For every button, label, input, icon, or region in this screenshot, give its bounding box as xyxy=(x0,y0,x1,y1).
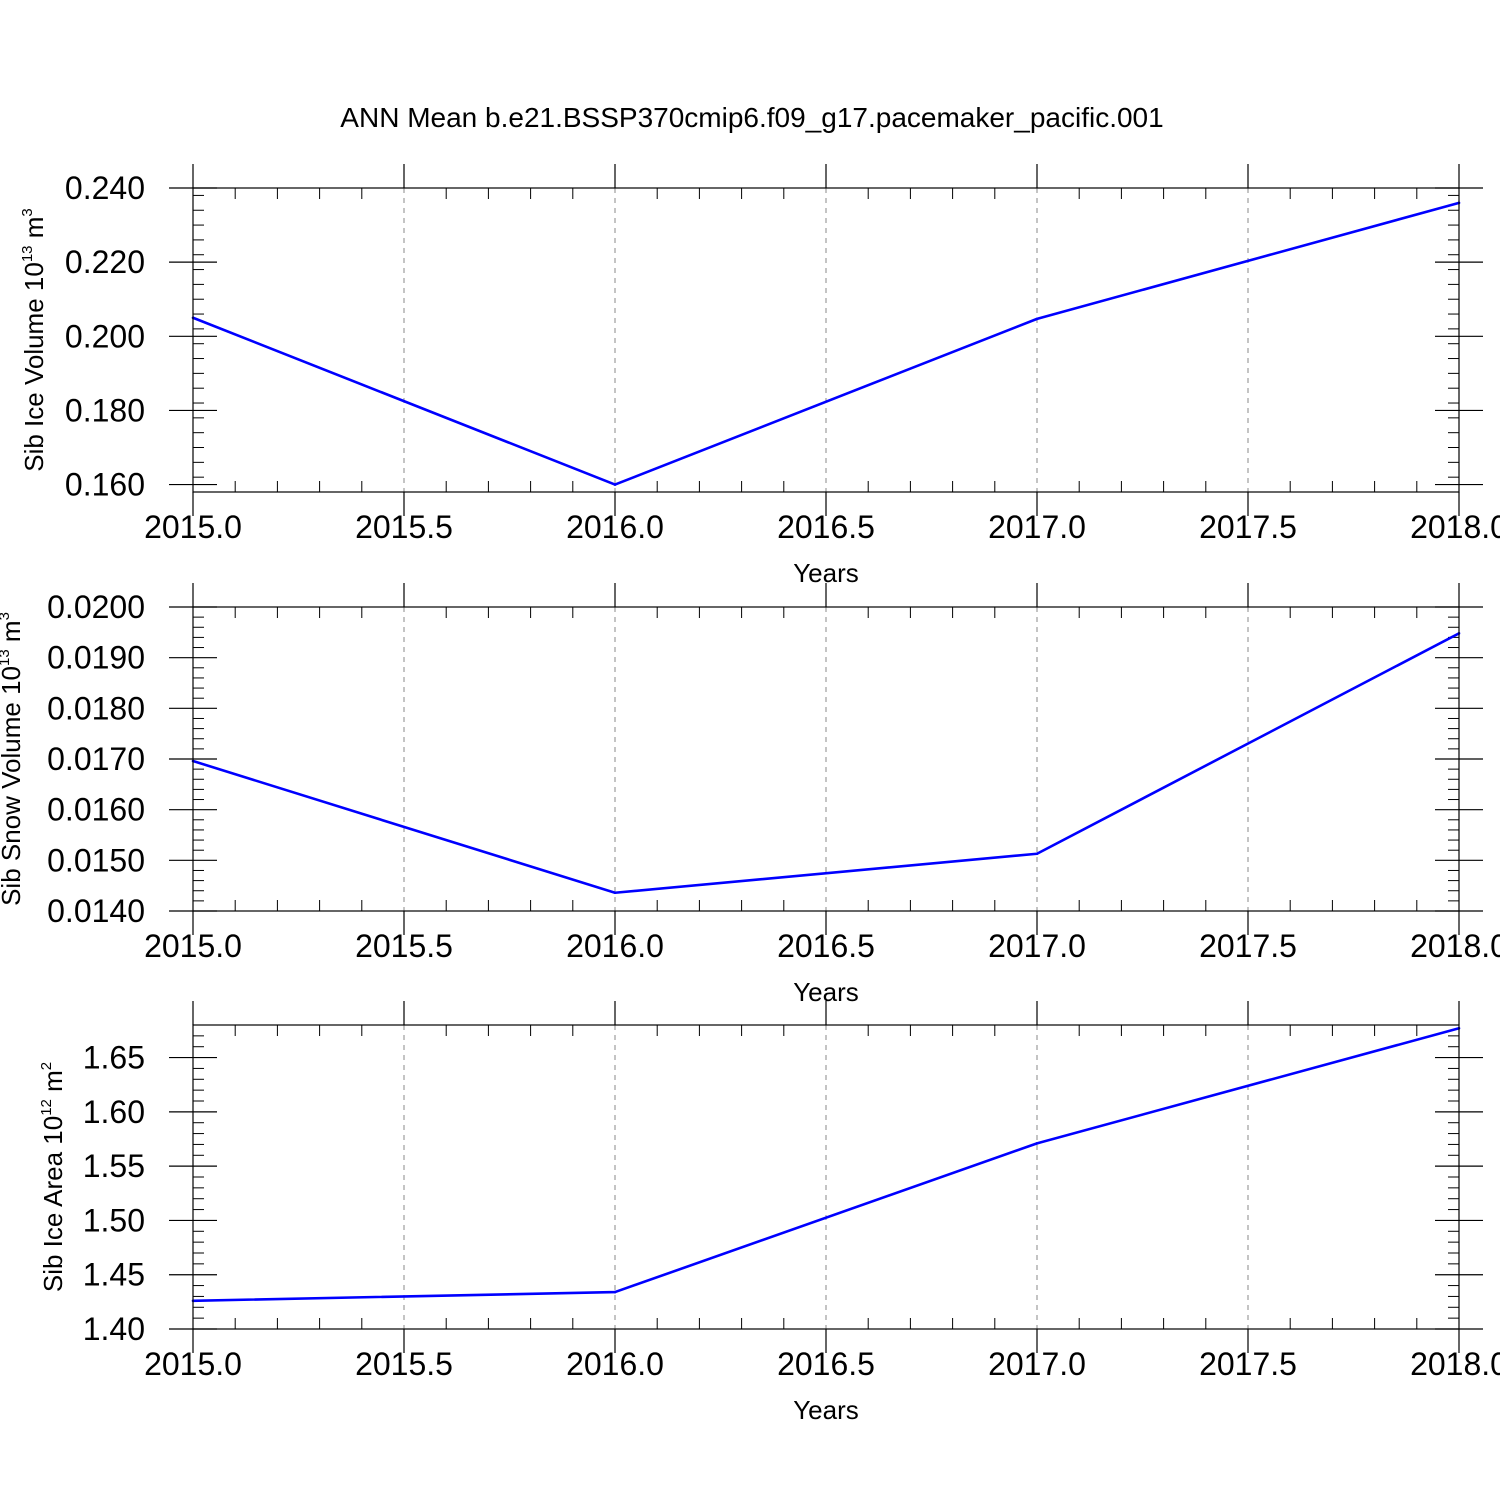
panel-3-y-tick-label: 1.60 xyxy=(83,1094,145,1130)
panel-1-x-tick-label: 2018.0 xyxy=(1410,509,1500,545)
panel-3-x-tick-label: 2017.5 xyxy=(1199,1346,1297,1382)
panel-3-series-line xyxy=(192,1027,1460,1303)
panel-1-data-point xyxy=(1035,317,1039,321)
panel-3-x-tick-label: 2017.0 xyxy=(988,1346,1086,1382)
panel-2-x-tick-label: 2017.0 xyxy=(988,928,1086,964)
panel-1-y-tick-label: 0.220 xyxy=(65,244,145,280)
panel-3-x-tick-label: 2016.0 xyxy=(566,1346,664,1382)
panel-3-data-point xyxy=(1035,1142,1039,1145)
panel-2-x-tick-label: 2015.0 xyxy=(144,928,242,964)
panel-2-y-tick-label: 0.0200 xyxy=(47,589,145,625)
panel-3-y-axis-label: Sib Ice Area 1012 m2 xyxy=(38,1062,68,1292)
panel-3-y-tick-label: 1.40 xyxy=(83,1311,145,1347)
panel-1-x-tick-label: 2015.5 xyxy=(355,509,453,545)
panel-1-y-axis-label: Sib Ice Volume 1013 m3 xyxy=(19,208,49,472)
panel-2-series-line xyxy=(192,632,1460,895)
panel-1-y-tick-label: 0.160 xyxy=(65,467,145,503)
panel-1-x-tick-label: 2017.0 xyxy=(988,509,1086,545)
panel-1-y-tick-label: 0.180 xyxy=(65,392,145,428)
panel-3-y-tick-label: 1.65 xyxy=(83,1040,145,1076)
panel-1-frame xyxy=(192,187,1460,493)
panel-2-x-tick-label: 2017.5 xyxy=(1199,928,1297,964)
panel-1-series-line xyxy=(192,201,1460,486)
panel-2-y-tick-label: 0.0190 xyxy=(47,640,145,676)
panel-3-y-tick-label: 1.50 xyxy=(83,1202,145,1238)
panel-2-y-tick-label: 0.0150 xyxy=(47,842,145,878)
panel-3-x-tick-label: 2016.5 xyxy=(777,1346,875,1382)
panel-1-y-tick-label: 0.200 xyxy=(65,318,145,354)
panel-2-x-tick-label: 2018.0 xyxy=(1410,928,1500,964)
panel-2-x-tick-label: 2016.5 xyxy=(777,928,875,964)
panel-3-data-point xyxy=(613,1290,617,1294)
panel-3-x-axis-label: Years xyxy=(793,1395,859,1425)
panel-3-x-tick-label: 2015.0 xyxy=(144,1346,242,1382)
panel-1-y-tick-label: 0.240 xyxy=(65,170,145,206)
panel-1-x-tick-label: 2016.5 xyxy=(777,509,875,545)
panel-3-frame xyxy=(192,1024,1460,1330)
panel-1-x-tick-label: 2016.0 xyxy=(566,509,664,545)
panel-2-data-point xyxy=(613,891,617,895)
chart-title: ANN Mean b.e21.BSSP370cmip6.f09_g17.pace… xyxy=(340,102,1163,133)
panel-2-y-tick-label: 0.0160 xyxy=(47,792,145,828)
panel-2-frame xyxy=(192,606,1460,912)
panel-3-x-tick-label: 2018.0 xyxy=(1410,1346,1500,1382)
panel-2-y-tick-label: 0.0170 xyxy=(47,741,145,777)
panel-2-data-point xyxy=(1035,852,1039,856)
panel-3-y-tick-label: 1.55 xyxy=(83,1148,145,1184)
panel-2-x-tick-label: 2016.0 xyxy=(566,928,664,964)
panel-2-y-tick-label: 0.0180 xyxy=(47,690,145,726)
panel-2-x-tick-label: 2015.5 xyxy=(355,928,453,964)
panel-2-y-axis-label: Sib Snow Volume 1013 m3 xyxy=(0,612,26,906)
panel-3-y-tick-label: 1.45 xyxy=(83,1257,145,1293)
panel-2-y-tick-label: 0.0140 xyxy=(47,893,145,929)
panel-1-data-point xyxy=(613,483,617,486)
panel-3-x-tick-label: 2015.5 xyxy=(355,1346,453,1382)
panel-1-x-tick-label: 2017.5 xyxy=(1199,509,1297,545)
panel-1-x-tick-label: 2015.0 xyxy=(144,509,242,545)
